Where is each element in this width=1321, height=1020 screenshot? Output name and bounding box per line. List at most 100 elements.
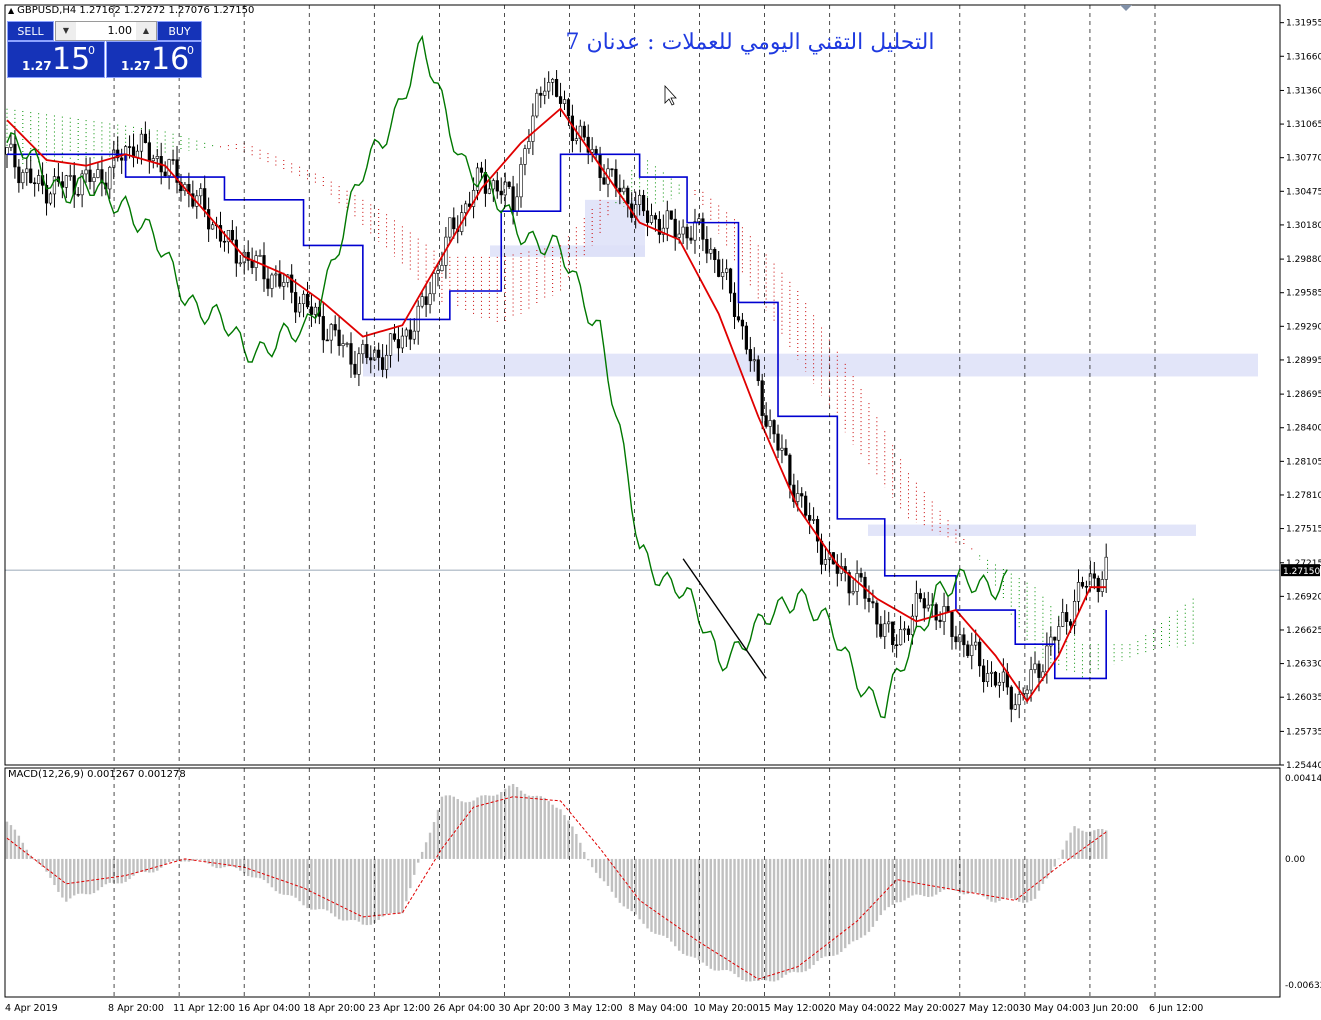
macd-histogram-bar [1089,831,1092,859]
candle-body [760,380,764,416]
macd-histogram-bar [369,858,372,925]
time-axis-label: 22 May 20:00 [889,1003,954,1014]
macd-histogram-bar [128,858,131,880]
macd-histogram-bar [322,858,325,910]
price-axis-label: 1.28995 [1286,356,1321,366]
macd-histogram-bar [227,858,230,867]
macd-histogram-bar [424,842,428,859]
macd-histogram-bar [642,858,645,924]
time-axis-label: 10 May 20:00 [694,1003,759,1014]
macd-histogram-bar [950,858,954,890]
candle-body [618,187,622,193]
price-axis-label: 1.31360 [1286,86,1321,96]
candle-body [788,454,792,486]
macd-histogram-bar [500,791,503,859]
candle-body [989,671,994,674]
macd-histogram-bar [250,858,254,878]
lot-value[interactable]: 1.00 [107,24,133,37]
candle-body [527,141,531,149]
macd-histogram-bar [903,858,906,901]
candle-body [96,169,100,178]
time-axis-label: 3 Jun 20:00 [1084,1003,1138,1014]
macd-histogram-bar [476,797,479,859]
macd-histogram-bar [436,809,440,859]
buy-price-box[interactable]: 1.27 16 0 [106,41,202,78]
candle-body [614,168,618,189]
candle-body [100,169,104,184]
candle-body [13,143,17,168]
sell-button[interactable]: SELL [7,21,54,41]
candle-body [1080,582,1085,587]
candle-body [448,217,452,238]
candle-body [428,293,432,305]
macd-histogram-bar [349,858,353,920]
macd-histogram-bar [385,858,388,915]
macd-histogram-bar [796,858,799,973]
lot-size-field[interactable]: ▼ 1.00 ▲ [55,21,157,41]
candle-body [1061,612,1065,627]
macd-histogram-bar [863,858,867,936]
candle-body [705,239,709,254]
macd-histogram-bar [460,801,463,859]
macd-histogram-bar [844,858,847,949]
candle-body [151,158,155,162]
macd-histogram-bar [246,858,250,877]
macd-histogram-bar [286,858,289,896]
candle-body [333,324,337,331]
macd-histogram-bar [108,858,112,883]
macd-histogram-bar [1037,858,1041,891]
macd-histogram-bar [53,858,56,886]
candle-body [875,602,879,625]
candle-body [677,233,681,238]
buy-button[interactable]: BUY [157,21,202,41]
macd-histogram-bar [859,858,863,938]
candle-body [851,591,855,594]
candle-body [222,240,227,243]
candle-body [452,217,456,230]
lot-increase-icon[interactable]: ▲ [136,22,156,40]
macd-histogram-bar [171,858,175,862]
macd-histogram-bar [571,826,574,859]
macd-histogram-bar [1061,849,1064,859]
macd-histogram-bar [824,858,827,957]
candle-body [135,150,140,158]
candle-body [1096,577,1100,592]
sell-price-box[interactable]: 1.27 15 0 [7,41,105,78]
macd-histogram-bar [69,858,72,899]
candle-body [982,665,986,683]
macd-histogram-bar [776,858,780,981]
macd-histogram-bar [867,858,871,932]
macd-histogram-bar [610,858,614,892]
candle-body [171,159,175,161]
candle-body [1037,663,1041,678]
candle-body [918,593,922,599]
candle-body [238,262,242,265]
macd-histogram-bar [915,858,918,895]
price-axis-label: 1.27215 [1286,559,1321,569]
macd-histogram-bar [33,858,36,860]
macd-histogram-bar [140,858,143,872]
candle-body [9,143,13,148]
candle-body [507,181,511,187]
macd-histogram-bar [80,858,84,894]
price-axis-label: 1.31660 [1286,52,1321,62]
candle-body [689,237,693,241]
macd-histogram-bar [954,858,958,891]
time-axis-label: 8 Apr 20:00 [108,1003,164,1014]
macd-histogram-bar [472,800,475,859]
lot-decrease-icon[interactable]: ▼ [56,22,76,40]
macd-histogram-bar [413,858,416,875]
macd-histogram-bar [966,858,969,895]
macd-histogram-bar [768,858,772,982]
candle-body [748,349,752,362]
candle-body [76,194,80,196]
macd-histogram-bar [1006,858,1009,898]
price-axis-label: 1.31955 [1286,19,1321,29]
candle-body [804,495,808,516]
macd-histogram-bar [907,858,910,898]
macd-histogram-bar [650,858,653,932]
candle-body [495,180,499,192]
candle-body [373,349,377,361]
sell-price-sup: 0 [88,44,95,57]
